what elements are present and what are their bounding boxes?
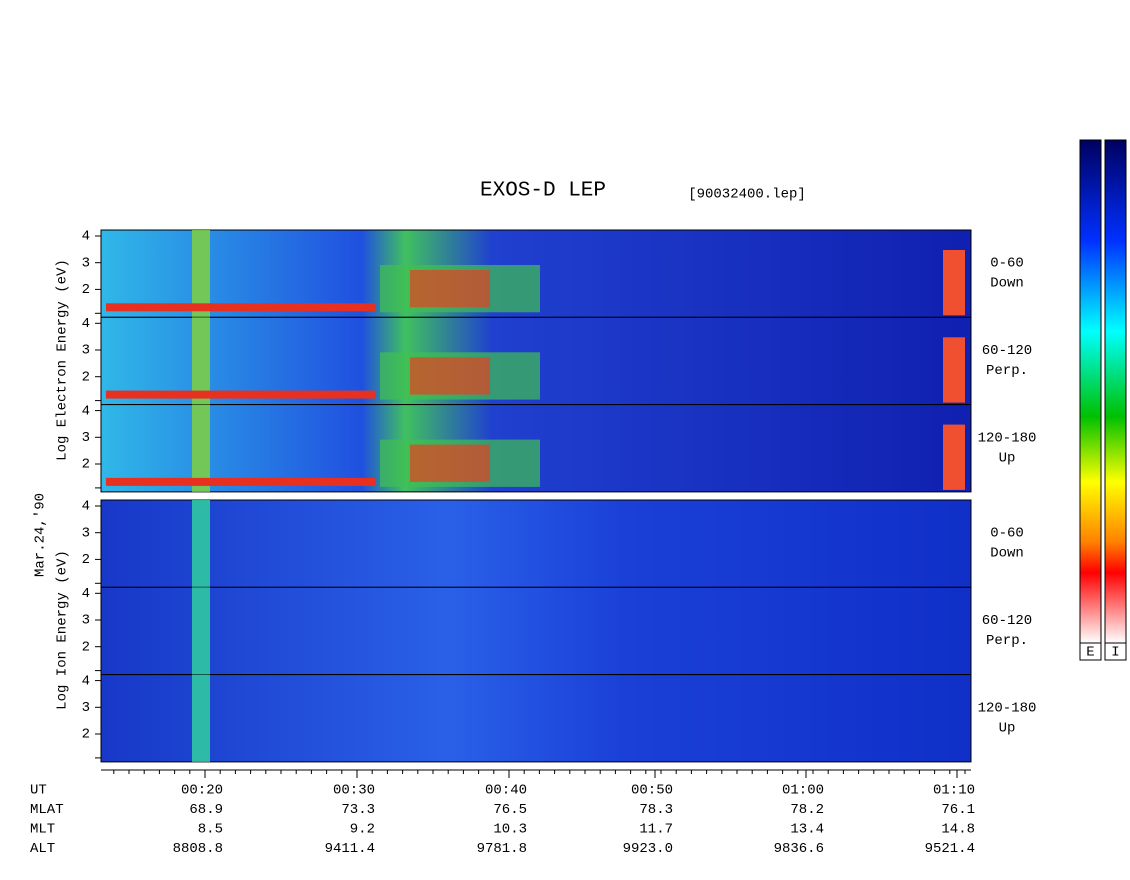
row-value: 01:10 [933, 783, 975, 799]
energy-tick-label: 2 [82, 369, 90, 385]
energy-tick-label: 4 [82, 673, 90, 689]
direction-label: Perp. [986, 633, 1028, 649]
row-value: 76.1 [941, 802, 975, 818]
energy-tick-label: 2 [82, 639, 90, 655]
data-gap-band [192, 404, 210, 492]
row-value: 00:40 [485, 783, 527, 799]
row-value: 9781.8 [477, 841, 527, 857]
pitch-angle-label: 120-180 [978, 700, 1037, 716]
energy-tick-label: 3 [82, 525, 90, 541]
direction-label: Perp. [986, 363, 1028, 379]
energy-tick-label: 3 [82, 343, 90, 359]
direction-label: Down [990, 546, 1024, 562]
row-value: 01:00 [782, 783, 824, 799]
spectrogram-panel [100, 499, 972, 588]
energy-tick-label: 3 [82, 430, 90, 446]
row-value: 9521.4 [925, 841, 975, 857]
energy-tick-label: 4 [82, 229, 90, 245]
energy-tick-label: 2 [82, 552, 90, 568]
row-value: 73.3 [341, 802, 375, 818]
row-value: 9.2 [350, 822, 375, 838]
energy-tick-label: 3 [82, 255, 90, 271]
pitch-angle-label: 0-60 [990, 256, 1024, 272]
spectrogram-panel [100, 674, 972, 763]
flux-band [943, 250, 965, 316]
row-value: 78.3 [639, 802, 673, 818]
direction-label: Down [990, 276, 1024, 292]
row-value: 8808.8 [173, 841, 223, 857]
row-value: 76.5 [493, 802, 527, 818]
row-value: 9411.4 [325, 841, 375, 857]
colorbar-label-box [1104, 642, 1127, 661]
row-name: MLT [30, 822, 55, 838]
row-value: 8.5 [198, 822, 223, 838]
colorbar [1104, 139, 1127, 644]
energy-tick-label: 2 [82, 282, 90, 298]
pitch-angle-label: 60-120 [982, 343, 1032, 359]
data-gap-band [192, 230, 210, 318]
row-value: 00:50 [631, 783, 673, 799]
flux-band [410, 270, 490, 308]
colorbar-label-box [1079, 642, 1102, 661]
data-gap-band [192, 500, 210, 588]
colorbar-label: E [1086, 645, 1094, 661]
row-value: 13.4 [790, 822, 824, 838]
row-name: MLAT [30, 802, 64, 818]
energy-tick-label: 4 [82, 316, 90, 332]
energy-tick-label: 2 [82, 457, 90, 473]
row-value: 00:30 [333, 783, 375, 799]
colorbar [1079, 139, 1102, 644]
data-gap-band [192, 317, 210, 405]
energy-tick-label: 2 [82, 727, 90, 743]
row-value: 9923.0 [623, 841, 673, 857]
energy-tick-label: 3 [82, 700, 90, 716]
pitch-angle-label: 60-120 [982, 613, 1032, 629]
row-value: 68.9 [189, 802, 223, 818]
flux-band [410, 444, 490, 482]
direction-label: Up [999, 450, 1016, 466]
pitch-angle-label: 0-60 [990, 526, 1024, 542]
spectrogram-panel [100, 586, 972, 676]
flux-band [943, 424, 965, 490]
data-gap-band [192, 674, 210, 762]
energy-tick-label: 4 [82, 586, 90, 602]
data-gap-band [192, 587, 210, 675]
row-value: 11.7 [639, 822, 673, 838]
date-label: Mar.24,'90 [33, 493, 49, 577]
row-value: 14.8 [941, 822, 975, 838]
ion-axis-label: Log Ion Energy (eV) [55, 550, 71, 710]
row-name: UT [30, 783, 47, 799]
energy-tick-label: 4 [82, 499, 90, 515]
energy-tick-label: 3 [82, 613, 90, 629]
row-value: 78.2 [790, 802, 824, 818]
colorbar-label: I [1111, 645, 1119, 661]
low-energy-band [106, 477, 376, 486]
row-value: 00:20 [181, 783, 223, 799]
title: EXOS-D LEP [480, 180, 606, 203]
row-value: 10.3 [493, 822, 527, 838]
row-value: 9836.6 [774, 841, 824, 857]
row-name: ALT [30, 841, 55, 857]
flux-band [943, 337, 965, 403]
energy-tick-label: 4 [82, 403, 90, 419]
flux-band [410, 357, 490, 395]
electron-axis-label: Log Electron Energy (eV) [55, 259, 71, 461]
direction-label: Up [999, 720, 1016, 736]
pitch-angle-label: 120-180 [978, 430, 1037, 446]
low-energy-band [106, 303, 376, 312]
file-name: [90032400.lep] [688, 187, 806, 203]
low-energy-band [106, 390, 376, 399]
